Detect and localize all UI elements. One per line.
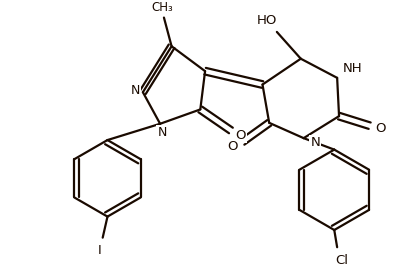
Text: CH₃: CH₃: [151, 2, 173, 14]
Text: N: N: [309, 136, 319, 149]
Text: N: N: [130, 84, 140, 97]
Text: I: I: [98, 244, 102, 257]
Text: O: O: [235, 129, 245, 142]
Text: Cl: Cl: [335, 254, 348, 266]
Text: HO: HO: [256, 14, 277, 27]
Text: N: N: [157, 126, 166, 139]
Text: NH: NH: [342, 62, 361, 75]
Text: O: O: [227, 140, 237, 153]
Text: O: O: [374, 122, 385, 135]
